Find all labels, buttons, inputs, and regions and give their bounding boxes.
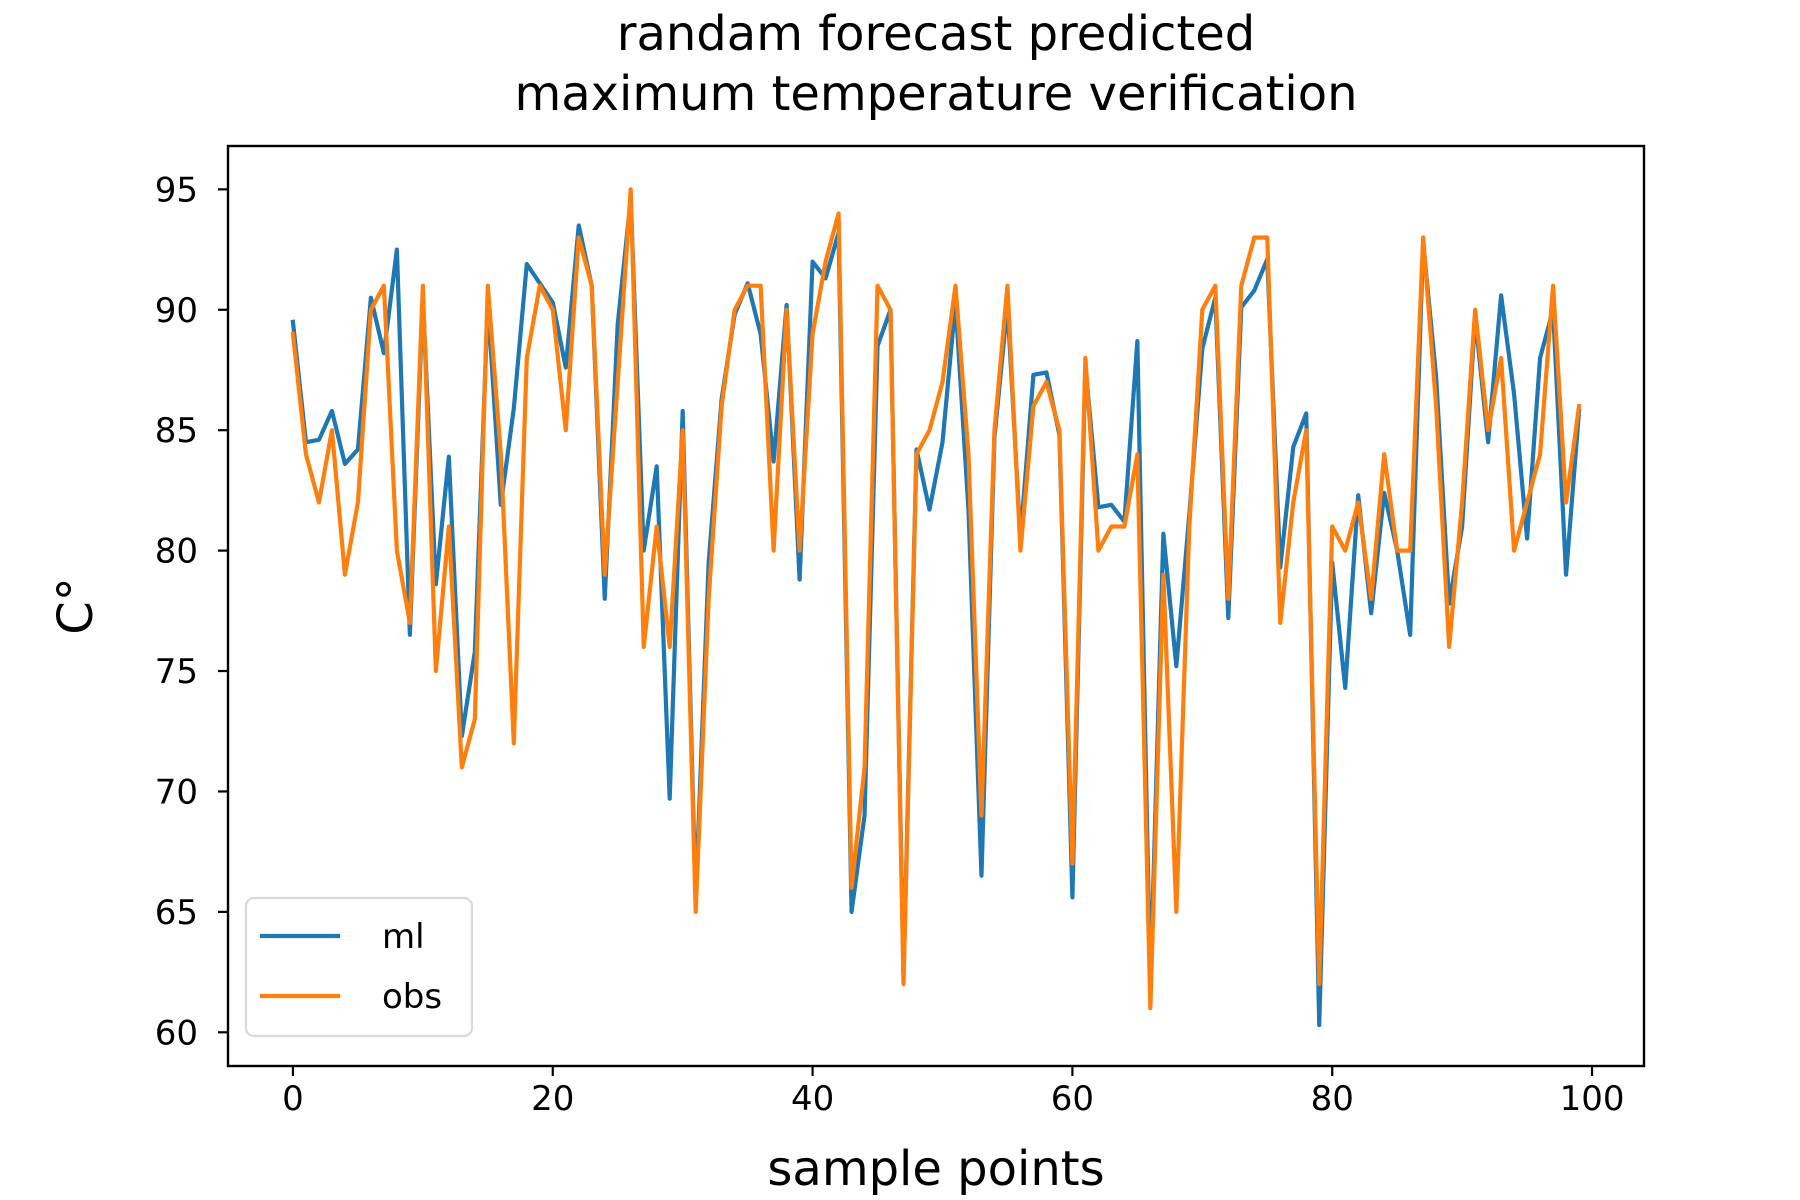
plot-frame [226, 144, 1646, 1068]
x-tick-label-60: 60 [1051, 1079, 1094, 1119]
chart-title-line-2: maximum temperature verification [514, 66, 1357, 122]
x-tick-label-40: 40 [791, 1079, 834, 1119]
x-axis-label: sample points [767, 1141, 1104, 1197]
y-tick-label-80: 80 [155, 532, 198, 572]
y-tick-label-95: 95 [155, 170, 198, 210]
y-tick-label-60: 60 [155, 1013, 198, 1053]
y-axis-label: C° [48, 577, 104, 635]
legend-label-obs: obs [382, 977, 442, 1017]
legend-label-ml: ml [382, 917, 425, 957]
y-tick-label-90: 90 [155, 291, 198, 331]
y-tick-label-85: 85 [155, 411, 198, 451]
legend: ml obs [244, 896, 474, 1038]
plot-area [226, 144, 1646, 1068]
x-tick-label-0: 0 [282, 1079, 304, 1119]
x-tick-label-100: 100 [1560, 1079, 1625, 1119]
chart-title-group: randam forecast predicted maximum tempera… [514, 6, 1357, 122]
series-line-obs [290, 187, 1582, 1011]
legend-box [244, 896, 474, 1038]
y-tick-label-70: 70 [155, 772, 198, 812]
chart-title: randam forecast predicted maximum tempera… [514, 6, 1357, 122]
x-tick-label-80: 80 [1311, 1079, 1354, 1119]
x-tick-label-20: 20 [531, 1079, 574, 1119]
y-tick-label-75: 75 [155, 652, 198, 692]
chart-title-line-1: randam forecast predicted [617, 6, 1256, 62]
y-tick-label-65: 65 [155, 893, 198, 933]
axes: 0 20 40 60 80 100 60 65 70 75 80 85 90 95 [155, 170, 1625, 1119]
